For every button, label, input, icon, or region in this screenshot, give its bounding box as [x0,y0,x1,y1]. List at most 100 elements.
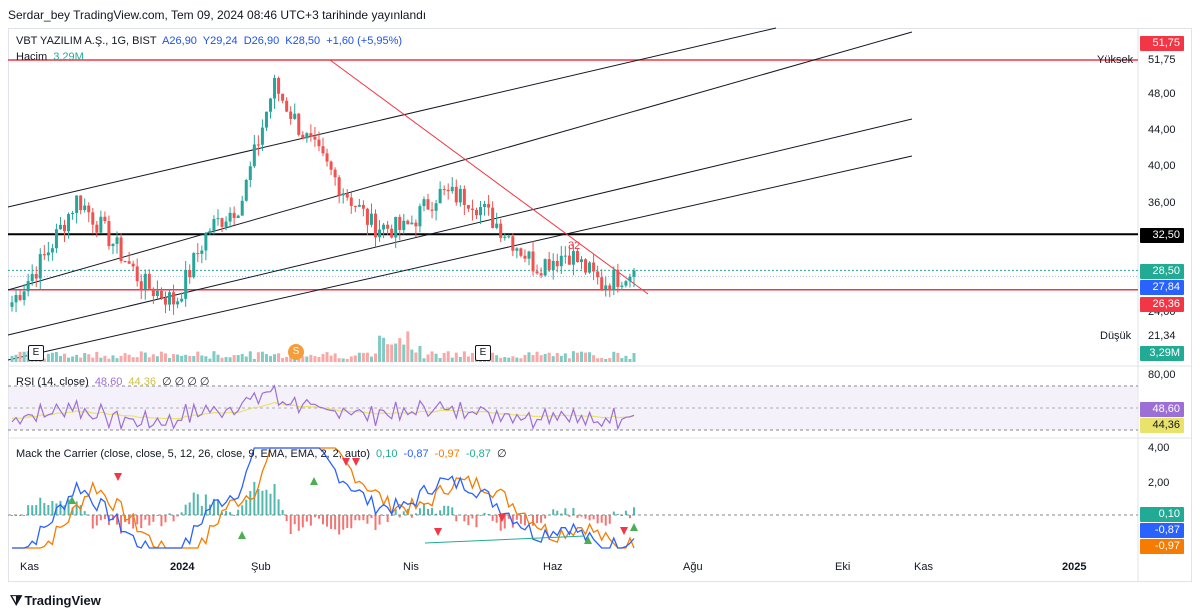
candle-body [483,204,487,208]
earnings-icon[interactable]: E [475,345,491,361]
candle-body [176,301,180,305]
volume-bar [571,351,575,362]
volume-bar [204,356,208,362]
volume-bar [430,351,434,362]
volume-bar [616,352,620,362]
candle-body [382,224,386,230]
macd-hist-bar [257,489,260,515]
macd-hist-bar [99,515,102,521]
macd-hist-bar [216,500,219,515]
volume-bar [236,355,240,362]
volume-bar [402,344,406,362]
volume-bar [543,353,547,362]
candle-body [527,251,531,259]
macd-hist-bar [382,514,385,516]
volume-bar [365,352,369,362]
macd-hist-bar [184,504,187,515]
candle-body [535,271,539,274]
candle-body [390,228,394,238]
macd-hist-bar [95,515,98,526]
candle-body [34,274,38,279]
rsi-ma-value: 44,36 [128,376,156,388]
volume-bar [547,352,551,362]
candle-body [470,208,474,210]
macd-hist-bar [435,513,438,515]
macd-hist-bar [313,515,316,518]
volume-bar [551,356,555,362]
macd-hist-bar [568,515,571,517]
price-tick: 40,00 [1148,160,1176,172]
macd-hist-bar [35,505,38,515]
macd-hist-bar [132,515,135,529]
volume-bar [559,355,563,362]
candle-body [188,269,192,278]
volume-bar [317,356,321,362]
candle-body [507,236,511,238]
macd-hist-bar [277,499,280,515]
candle-body [479,207,483,216]
candle-body [216,218,220,220]
macd-hist-bar [378,515,381,525]
volume-bar [123,353,127,362]
divergence-line [424,535,586,544]
volume-bar [79,357,83,362]
candle-body [240,200,244,216]
macd-hist-bar [427,508,430,515]
macd-hist-bar [451,507,454,515]
candle-body [345,193,349,198]
candle-body [305,133,309,139]
candle-body [103,216,107,222]
x-tick: Haz [543,561,563,573]
volume-bar [353,355,357,362]
macd-hist-bar [301,515,304,528]
candle-body [196,253,200,255]
macd-hist-bar [59,500,62,515]
macd-name[interactable]: Mack the Carrier (close, close, 5, 12, 2… [16,448,370,460]
candle-body [616,269,620,287]
macd-hist-bar [225,510,228,515]
macd-hist-bar [439,510,442,515]
volume-bar [579,351,583,362]
macd-hist-bar [172,515,175,522]
volume-bar [180,355,184,362]
candle-body [46,252,50,256]
volume-label[interactable]: Hacim [16,51,48,63]
candle-body [357,204,361,207]
split-icon[interactable]: S [288,344,304,360]
candle-body [600,277,604,290]
macd-hist-bar [116,515,119,525]
volume-bar [14,354,18,362]
rsi-name[interactable]: RSI (14, close) [16,376,89,388]
macd-hist-bar [398,515,401,518]
volume-bar [394,343,398,362]
macd-hist-bar [156,515,159,516]
macd-hist-bar [467,515,470,526]
candle-body [127,261,131,264]
volume-bar [111,355,115,362]
volume-bar [18,351,22,362]
candle-body [26,281,30,292]
macd-hist-bar [584,515,587,519]
candle-body [337,177,341,196]
brand-logo[interactable]: ⧩ TradingView [10,592,101,609]
volume-bar [83,353,87,362]
volume-bar [277,353,281,362]
volume-bar [135,357,139,362]
volume-bar [555,352,559,362]
macd-hist-bar [596,515,599,524]
earnings-icon[interactable]: E [28,345,44,361]
x-tick: Ağu [683,561,703,573]
candle-body [353,205,357,207]
macd-hist-bar [47,504,50,515]
macd-hist-bar [633,507,635,515]
candle-body [95,224,99,233]
candle-body [374,213,378,238]
macd-hist-bar [471,515,474,519]
volume-bar [50,352,54,362]
candle-body [50,248,54,253]
macd-v2: -0,87 [403,448,429,460]
macd-hist-bar [322,515,324,525]
macd-hist-bar [261,490,264,515]
symbol-label[interactable]: VBT YAZILIM A.Ş., 1G, BIST [16,35,157,47]
